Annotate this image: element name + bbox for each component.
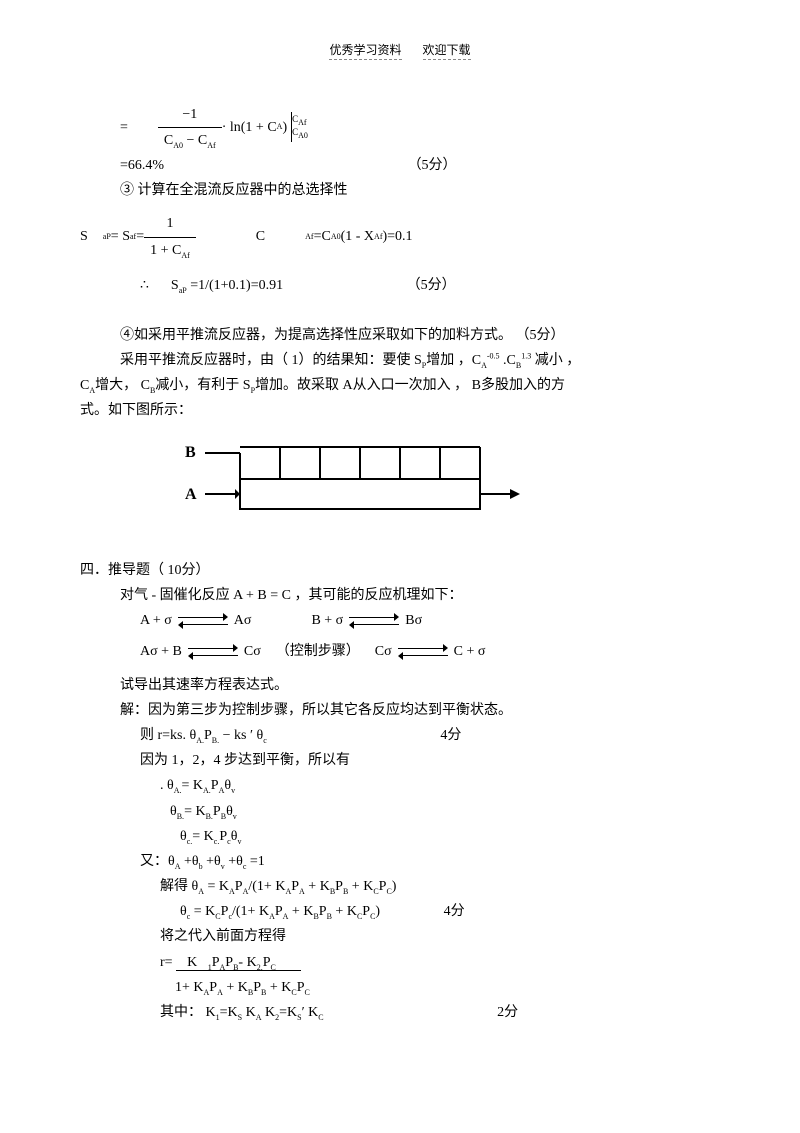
final-rate-num: r= K 1PAPB- K2.PC bbox=[160, 950, 740, 975]
reactor-diagram: B A bbox=[180, 439, 740, 538]
header-right: 欢迎下载 bbox=[423, 43, 471, 60]
section-4: 四．推导题（ 10分） 对气 - 固催化反应 A + B = C ，其可能的反应… bbox=[80, 558, 740, 1025]
main-content: = −1 CA0 − CAf · ln(1 + CA ) CAf CA0 =66… bbox=[80, 102, 740, 1026]
equilibrium-arrow-icon bbox=[178, 614, 228, 628]
mechanism-intro: 对气 - 固催化反应 A + B = C ，其可能的反应机理如下： bbox=[120, 583, 740, 608]
frac-den: CA0 − CAf bbox=[158, 128, 222, 153]
derive-prompt: 试导出其速率方程表达式。 bbox=[120, 673, 740, 698]
theta-C: θc.= Kc.Pcθv bbox=[180, 824, 740, 849]
equation-2: S aP = S af = 1 1 + CAf C Af =CA0 (1 - X… bbox=[80, 211, 740, 262]
equilibrium-arrow-icon bbox=[349, 614, 399, 628]
fraction-2: 1 1 + CAf bbox=[144, 211, 196, 262]
equation-1: = −1 CA0 − CAf · ln(1 + CA ) CAf CA0 bbox=[120, 102, 740, 153]
solution-start: 解：因为第三步为控制步骤，所以其它各反应均达到平衡状态。 bbox=[120, 698, 740, 723]
rate-equation: 则 r=ks. θA.PB. − ks ′ θc 4分 bbox=[140, 723, 740, 748]
eval-limits: CAf CA0 bbox=[292, 114, 308, 141]
step-4: ④如采用平推流反应器，为提高选择性应采取如下的加料方式。 （5分） 采用平推流反… bbox=[80, 323, 740, 424]
page-header: 优秀学习资料 欢迎下载 bbox=[60, 40, 740, 62]
eq-mid: · ln(1 + C bbox=[222, 115, 277, 140]
theta-B: θB.= KB.PBθv bbox=[170, 799, 740, 824]
label-B: B bbox=[185, 444, 196, 461]
score-5-3: （5分） bbox=[516, 328, 565, 343]
fraction-1: −1 CA0 − CAf bbox=[158, 102, 222, 153]
score-5-1: （5分） bbox=[408, 153, 457, 178]
rate-numerator: K 1PAPB- K2.PC bbox=[176, 955, 301, 971]
equilibrium-arrow-icon bbox=[398, 645, 448, 659]
label-A: A bbox=[185, 486, 197, 503]
score-5-2: （5分） bbox=[407, 273, 456, 298]
section-4-title: 四．推导题（ 10分） bbox=[80, 558, 740, 583]
step-3: ③ 计算在全混流反应器中的总选择性 bbox=[120, 178, 740, 203]
where-clause: 其中： K1=KS KA K2=KS′ KC 2分 bbox=[160, 1000, 740, 1025]
diagram-svg: B A bbox=[180, 439, 520, 529]
frac-num: −1 bbox=[158, 102, 222, 128]
solve-theta-C: θc = KCPc/(1+ KAPA + KBPB + KCPC) 4分 bbox=[180, 899, 740, 924]
equilibrium-arrow-icon bbox=[188, 645, 238, 659]
theta-A: . θA.= KA.PAθv bbox=[160, 773, 740, 798]
line-therefore: ∴ SaP =1/(1+0.1)=0.91 （5分） bbox=[140, 273, 740, 298]
theta-sum: 又：θA +θb +θv +θc =1 bbox=[140, 849, 740, 874]
final-rate-den: 1+ KAPA + KBPB + KCPC bbox=[175, 975, 740, 1000]
mechanism-row-1: A + σ Aσ B + σ Bσ bbox=[140, 608, 740, 633]
equilibrium-note: 因为 1，2，4 步达到平衡，所以有 bbox=[140, 748, 740, 773]
eq-prefix: = bbox=[120, 115, 128, 140]
substitute-note: 将之代入前面方程得 bbox=[160, 924, 740, 949]
header-left: 优秀学习资料 bbox=[329, 43, 401, 60]
line-result-1: =66.4% （5分） bbox=[120, 153, 740, 178]
mechanism-row-2: Aσ + B Cσ （控制步骤） Cσ C + σ bbox=[140, 639, 740, 664]
score-2: 2分 bbox=[497, 1000, 518, 1025]
solve-theta-A: 解得 θA = KAPA/(1+ KAPA + KBPB + KCPC) bbox=[160, 874, 740, 899]
score-4-1: 4分 bbox=[440, 723, 461, 748]
score-4-2: 4分 bbox=[444, 899, 465, 924]
